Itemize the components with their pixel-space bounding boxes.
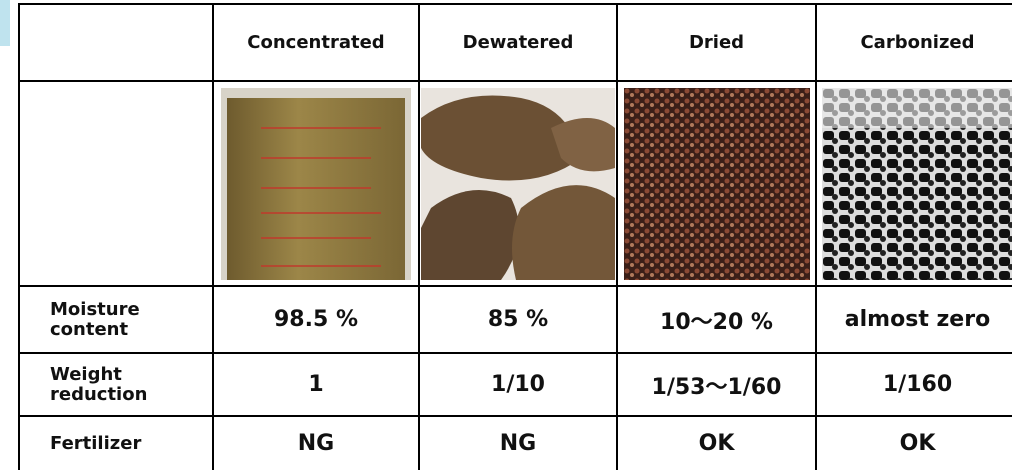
data-row: Fertilizer NG NG OK OK: [19, 416, 1012, 470]
row-label-cell: Moisture content: [19, 286, 213, 353]
photo-cell: [816, 81, 1012, 286]
value-cell: 98.5 %: [213, 286, 419, 353]
column-header: Dried: [617, 4, 816, 81]
comparison-table: Concentrated Dewatered Dried Carbonized: [18, 3, 1012, 470]
value-cell: NG: [419, 416, 617, 470]
column-header: Concentrated: [213, 4, 419, 81]
carbonized-photo: [822, 88, 1012, 280]
data-row: Weight reduction 1 1/10 1/53～1/60 1/160: [19, 353, 1012, 416]
row-label: Weight reduction: [50, 365, 170, 405]
value-cell: 1: [213, 353, 419, 416]
value-cell: 1/53～1/60: [617, 353, 816, 416]
side-strip: [0, 0, 10, 46]
column-header: Carbonized: [816, 4, 1012, 81]
row-label-cell: Weight reduction: [19, 353, 213, 416]
photo-cell: [617, 81, 816, 286]
value-cell: OK: [816, 416, 1012, 470]
value-cell: NG: [213, 416, 419, 470]
header-row: Concentrated Dewatered Dried Carbonized: [19, 4, 1012, 81]
row-label-cell: Fertilizer: [19, 416, 213, 470]
corner-cell: [19, 4, 213, 81]
row-label: Fertilizer: [50, 434, 170, 454]
concentrated-photo: [221, 88, 411, 280]
value-cell: 1/10: [419, 353, 617, 416]
dewatered-photo: [421, 88, 615, 280]
dried-photo: [624, 88, 810, 280]
empty-cell: [19, 81, 213, 286]
value-cell: almost zero: [816, 286, 1012, 353]
photo-cell: [419, 81, 617, 286]
photo-cell: [213, 81, 419, 286]
data-row: Moisture content 98.5 % 85 % 10～20 % alm…: [19, 286, 1012, 353]
value-cell: OK: [617, 416, 816, 470]
value-cell: 85 %: [419, 286, 617, 353]
column-header: Dewatered: [419, 4, 617, 81]
row-label: Moisture content: [50, 300, 170, 340]
photo-row: [19, 81, 1012, 286]
value-cell: 1/160: [816, 353, 1012, 416]
value-cell: 10～20 %: [617, 286, 816, 353]
